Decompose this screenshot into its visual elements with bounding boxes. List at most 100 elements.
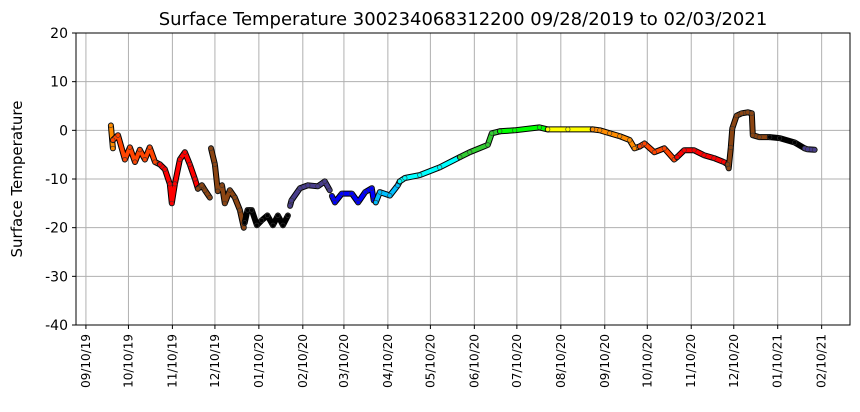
data-point — [169, 200, 175, 206]
data-point — [110, 145, 116, 151]
x-tick-label: 05/10/20 — [423, 334, 437, 388]
data-point — [195, 186, 201, 192]
data-point — [297, 185, 303, 191]
data-point — [202, 187, 208, 193]
chart-title: Surface Temperature 300234068312200 09/2… — [159, 9, 768, 30]
data-point — [739, 110, 745, 116]
data-point — [122, 157, 128, 163]
data-point — [241, 225, 247, 231]
y-tick-label: -20 — [45, 221, 68, 237]
data-point — [287, 203, 293, 209]
x-tick-label: 11/10/19 — [165, 334, 179, 388]
data-point — [637, 143, 643, 149]
data-point — [387, 193, 393, 199]
data-point — [565, 126, 571, 132]
data-point — [127, 144, 133, 150]
data-point — [355, 199, 361, 205]
data-point — [254, 222, 260, 228]
x-tick-label: 08/10/20 — [554, 334, 568, 388]
data-point — [377, 189, 383, 195]
y-tick-label: 0 — [59, 123, 68, 139]
data-point — [215, 188, 221, 194]
data-point — [208, 145, 214, 151]
data-point — [137, 147, 143, 153]
data-point — [212, 161, 218, 167]
x-tick-label: 10/10/19 — [121, 334, 135, 388]
series-group — [107, 109, 818, 231]
data-point — [219, 182, 225, 188]
data-point — [512, 127, 518, 133]
data-point — [437, 164, 443, 170]
data-point — [108, 122, 114, 128]
data-point — [457, 154, 463, 160]
data-point — [245, 207, 251, 213]
data-point — [701, 152, 707, 158]
data-point — [172, 181, 178, 187]
data-point — [110, 137, 116, 143]
data-point — [280, 222, 286, 228]
series-line-11 — [497, 125, 550, 134]
series-line-0 — [108, 123, 115, 151]
data-point — [349, 191, 355, 197]
data-point — [497, 128, 503, 134]
data-point — [369, 185, 375, 191]
data-point — [199, 182, 205, 188]
y-tick-label: -30 — [45, 269, 68, 285]
x-tick-label: 11/10/20 — [684, 334, 698, 388]
data-point — [726, 165, 732, 171]
series-line-14 — [637, 141, 680, 162]
data-point — [691, 147, 697, 153]
data-point — [792, 140, 798, 146]
data-point — [115, 132, 121, 138]
data-point — [192, 176, 198, 182]
data-point — [339, 191, 345, 197]
x-tick-label: 07/10/20 — [510, 334, 524, 388]
data-point — [162, 166, 168, 172]
y-tick-label: 20 — [50, 26, 68, 42]
data-point — [152, 159, 158, 165]
data-point — [285, 213, 291, 219]
data-point — [275, 213, 281, 219]
x-tick-label: 02/10/21 — [815, 334, 829, 388]
data-point — [674, 154, 680, 160]
data-point — [402, 175, 408, 181]
data-point — [157, 161, 163, 167]
data-point — [617, 133, 623, 139]
x-tick-label: 04/10/20 — [381, 334, 395, 388]
data-point — [322, 178, 328, 184]
data-point — [681, 147, 687, 153]
data-point — [812, 147, 818, 153]
x-tick-label: 12/10/20 — [727, 334, 741, 388]
x-tick-label: 02/10/20 — [296, 334, 310, 388]
data-point — [327, 187, 333, 193]
data-point — [711, 155, 717, 161]
data-point — [237, 207, 243, 213]
data-point — [728, 144, 734, 150]
x-tick-label: 09/10/20 — [598, 334, 612, 388]
x-ticks: 09/10/19 10/10/19 11/10/19 12/10/19 01/10/20… — [79, 325, 829, 388]
data-point — [777, 135, 783, 141]
x-tick-label: 09/10/19 — [79, 334, 93, 388]
series-line-9 — [397, 155, 462, 184]
data-point — [232, 194, 238, 200]
data-point — [222, 200, 228, 206]
data-point — [182, 149, 188, 155]
y-tick-label: -10 — [45, 172, 68, 188]
data-point — [661, 145, 667, 151]
data-point — [756, 134, 762, 140]
data-point — [804, 146, 810, 152]
x-tick-label: 06/10/20 — [467, 334, 481, 388]
data-point — [489, 130, 495, 136]
data-point — [259, 217, 265, 223]
data-point — [767, 134, 773, 140]
data-point — [315, 183, 321, 189]
data-point — [651, 149, 657, 155]
data-point — [167, 181, 173, 187]
data-point — [207, 194, 213, 200]
series-line-3 — [195, 183, 212, 200]
data-point — [467, 149, 473, 155]
grid — [76, 32, 850, 326]
series-line-17 — [767, 135, 807, 151]
data-point — [729, 125, 735, 131]
